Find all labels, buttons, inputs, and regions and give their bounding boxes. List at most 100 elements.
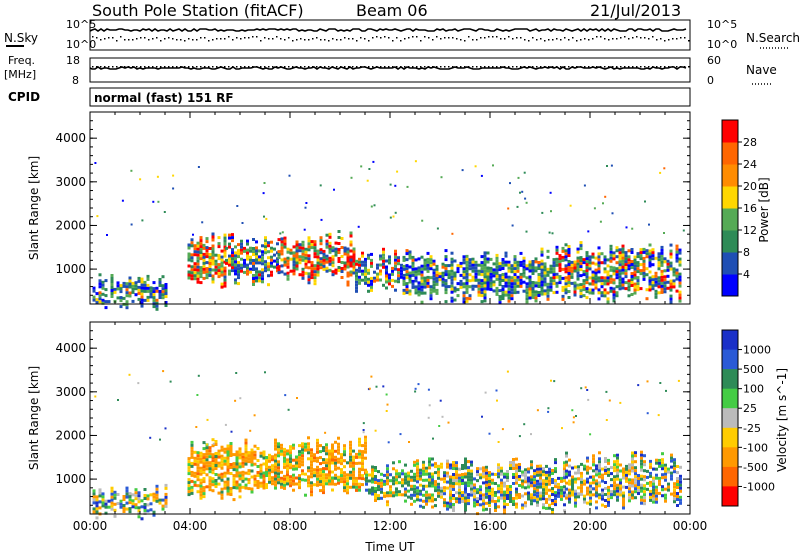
- echo-cell: [509, 467, 512, 470]
- nsearch-dot: [688, 40, 690, 42]
- echo-cell: [268, 477, 271, 481]
- echo-cell: [628, 469, 631, 473]
- echo-cell: [298, 480, 301, 484]
- nave-dot: [240, 66, 242, 68]
- echo-cell: [658, 464, 661, 468]
- echo-cell: [589, 466, 592, 470]
- echo-cell: [446, 465, 449, 469]
- echo-cell: [264, 269, 267, 273]
- echo-cell: [101, 504, 105, 508]
- echo-cell: [199, 236, 203, 240]
- echo-cell: [670, 465, 673, 469]
- echo-cell: [540, 277, 544, 281]
- echo-cell: [322, 491, 325, 495]
- echo-cell: [247, 472, 251, 476]
- echo-cell: [570, 275, 574, 279]
- echo-cell: [634, 475, 637, 479]
- echo-cell: [395, 490, 398, 494]
- echo-cell: [606, 291, 610, 295]
- echo-cell: [549, 267, 553, 271]
- echo-cell: [364, 456, 367, 460]
- echo-cell: [220, 466, 224, 470]
- echo-cell: [380, 484, 383, 488]
- echo-cell: [255, 246, 258, 250]
- nave-dot: [480, 66, 482, 68]
- echo-cell: [301, 448, 304, 452]
- echo-cell: [107, 499, 111, 503]
- echo-cell: [633, 273, 637, 277]
- nsearch-dot: [596, 36, 598, 38]
- echo-cell: [450, 251, 454, 255]
- echo-cell: [277, 442, 280, 446]
- echo-cell: [573, 281, 577, 285]
- echo-cell: [613, 466, 616, 470]
- echo-cell: [410, 487, 413, 491]
- echo-cell: [268, 453, 271, 457]
- echo-cell: [286, 458, 289, 462]
- echo-cell: [606, 258, 610, 262]
- echo-cell: [607, 458, 610, 462]
- echo-cell: [152, 287, 156, 291]
- echo-cell: [358, 482, 361, 486]
- echo-cell: [621, 259, 625, 263]
- echo-cell: [164, 304, 168, 307]
- nave-dot: [224, 66, 226, 68]
- echo-cell: [533, 472, 536, 476]
- echo-cell: [273, 247, 276, 251]
- echo-cell: [583, 500, 586, 504]
- echo-cell: [657, 267, 661, 271]
- echo-cell: [397, 262, 400, 266]
- echo-cell: [95, 504, 99, 508]
- echo-cell: [365, 470, 368, 474]
- echo-cell: [193, 483, 197, 487]
- echo-cell: [603, 258, 607, 262]
- nsearch-dot: [500, 38, 502, 40]
- echo-cell: [443, 471, 446, 475]
- echo-cell: [570, 263, 574, 267]
- echo-cell: [455, 461, 458, 465]
- echo-cell: [131, 284, 135, 288]
- echo-cell: [503, 511, 506, 515]
- nsearch-dot: [220, 38, 222, 40]
- echo-cell: [349, 449, 352, 453]
- nave-dot: [464, 66, 466, 68]
- echo-cell: [519, 251, 523, 255]
- echo-cell: [265, 459, 268, 462]
- echo-cell: [542, 494, 545, 498]
- echo-cell: [579, 283, 583, 287]
- echo-cell: [567, 266, 571, 269]
- echo-cell: [507, 299, 511, 303]
- echo-cell: [417, 293, 421, 297]
- echo-cell: [414, 276, 418, 280]
- echo-cell: [264, 251, 267, 255]
- echo-cell: [380, 496, 383, 500]
- echo-cell: [536, 470, 539, 474]
- echo-cell: [491, 487, 494, 491]
- echo-cell: [155, 499, 159, 503]
- echo-cell: [672, 270, 676, 274]
- echo-cell: [658, 476, 661, 480]
- echo-cell: [416, 462, 419, 466]
- y-tick-label: 4000: [55, 341, 86, 355]
- echo-cell: [244, 471, 248, 475]
- echo-cell: [670, 459, 673, 463]
- echo-cell: [376, 272, 379, 276]
- echo-cell: [128, 501, 132, 505]
- echo-cell: [190, 277, 194, 281]
- echo-cell: [537, 276, 541, 279]
- echo-cell: [486, 260, 490, 264]
- scatter-echo: [324, 431, 327, 434]
- echo-cell: [678, 257, 682, 261]
- echo-cell: [615, 255, 619, 259]
- echo-cell: [437, 464, 440, 468]
- echo-cell: [450, 266, 454, 270]
- echo-cell: [205, 464, 209, 468]
- echo-cell: [660, 281, 664, 285]
- echo-cell: [604, 499, 607, 502]
- echo-cell: [262, 450, 266, 454]
- echo-cell: [627, 294, 631, 298]
- echo-cell: [364, 260, 367, 264]
- scatter-echo: [159, 438, 161, 441]
- echo-cell: [289, 445, 292, 449]
- echo-cell: [561, 249, 565, 253]
